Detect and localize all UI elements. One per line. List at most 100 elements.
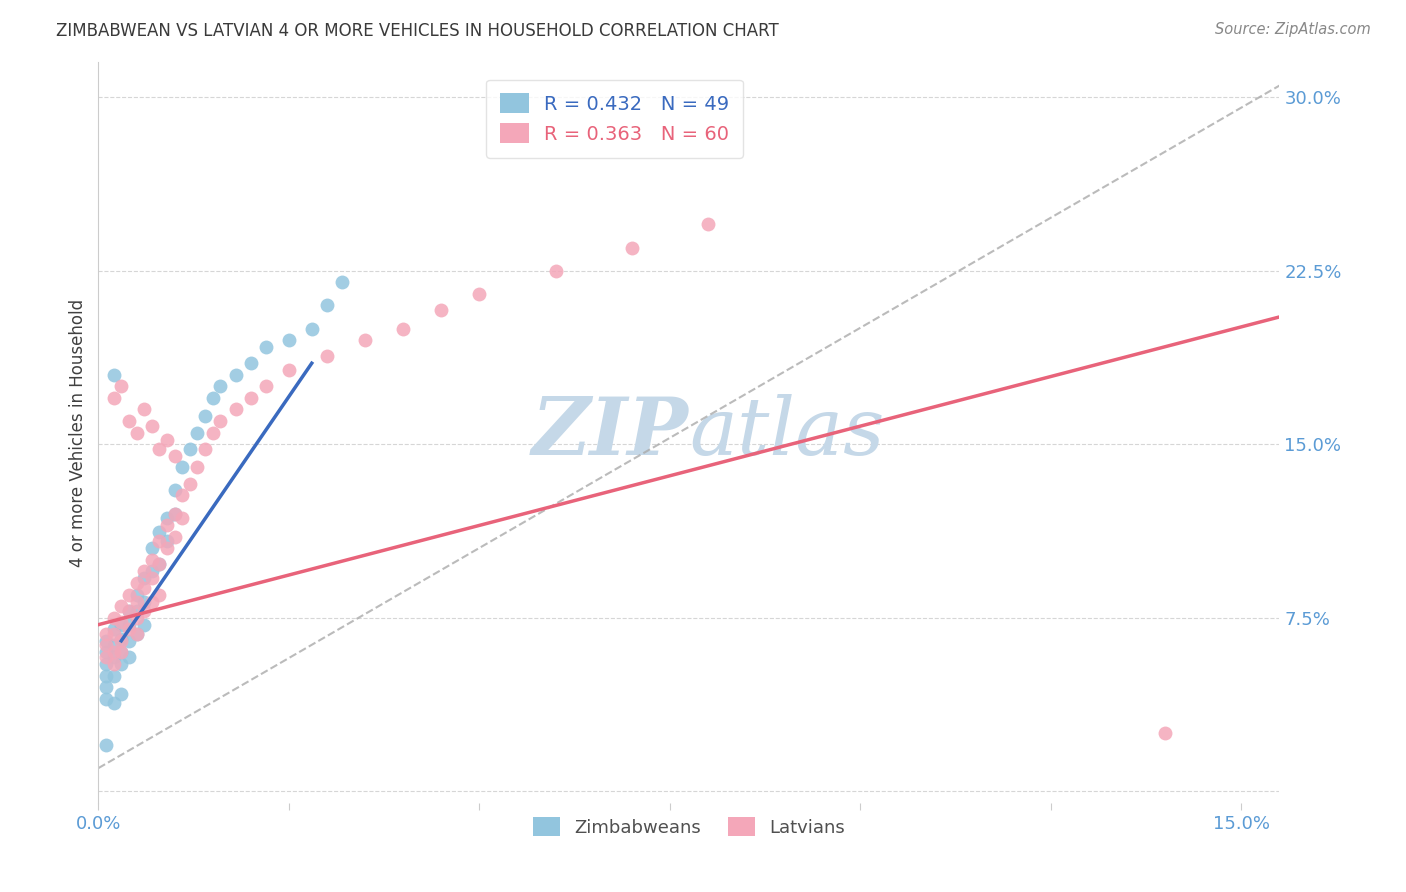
Point	[163, 507, 186, 521]
Point	[354, 333, 377, 347]
Legend: Zimbabweans, Latvians: Zimbabweans, Latvians	[523, 808, 855, 846]
Point	[156, 511, 179, 525]
Point	[544, 263, 567, 277]
Point	[148, 558, 170, 572]
Point	[330, 275, 353, 289]
Point	[134, 617, 156, 632]
Point	[118, 633, 141, 648]
Point	[163, 530, 186, 544]
Point	[118, 604, 141, 618]
Point	[134, 604, 156, 618]
Point	[134, 565, 156, 579]
Point	[163, 483, 186, 498]
Point	[118, 622, 141, 636]
Point	[186, 460, 208, 475]
Point	[316, 349, 339, 363]
Point	[103, 611, 125, 625]
Point	[156, 433, 179, 447]
Point	[156, 518, 179, 533]
Point	[94, 680, 117, 694]
Point	[254, 379, 277, 393]
Point	[118, 650, 141, 665]
Point	[94, 657, 117, 671]
Point	[194, 409, 217, 424]
Point	[134, 402, 156, 417]
Point	[301, 321, 323, 335]
Point	[225, 368, 247, 382]
Point	[172, 488, 194, 502]
Point	[148, 442, 170, 456]
Point	[125, 604, 148, 618]
Point	[179, 476, 201, 491]
Point	[125, 627, 148, 641]
Point	[110, 599, 132, 614]
Point	[118, 604, 141, 618]
Point	[134, 571, 156, 585]
Point	[316, 298, 339, 312]
Point	[103, 391, 125, 405]
Point	[468, 286, 491, 301]
Point	[103, 627, 125, 641]
Point	[125, 627, 148, 641]
Point	[209, 414, 232, 428]
Point	[94, 627, 117, 641]
Point	[430, 303, 453, 318]
Point	[1154, 726, 1177, 740]
Point	[125, 611, 148, 625]
Point	[110, 657, 132, 671]
Text: ZIMBABWEAN VS LATVIAN 4 OR MORE VEHICLES IN HOUSEHOLD CORRELATION CHART: ZIMBABWEAN VS LATVIAN 4 OR MORE VEHICLES…	[56, 22, 779, 40]
Point	[118, 617, 141, 632]
Point	[110, 632, 132, 646]
Point	[148, 525, 170, 540]
Point	[179, 442, 201, 456]
Point	[110, 617, 132, 632]
Point	[94, 691, 117, 706]
Point	[110, 379, 132, 393]
Point	[141, 553, 163, 567]
Point	[141, 594, 163, 608]
Point	[125, 594, 148, 608]
Point	[254, 340, 277, 354]
Point	[148, 558, 170, 572]
Point	[94, 633, 117, 648]
Point	[110, 645, 132, 659]
Point	[141, 565, 163, 579]
Point	[103, 668, 125, 682]
Point	[103, 650, 125, 665]
Point	[118, 414, 141, 428]
Point	[194, 442, 217, 456]
Point	[103, 696, 125, 710]
Text: Source: ZipAtlas.com: Source: ZipAtlas.com	[1215, 22, 1371, 37]
Point	[94, 668, 117, 682]
Point	[134, 581, 156, 595]
Point	[94, 650, 117, 665]
Point	[156, 541, 179, 556]
Point	[94, 639, 117, 653]
Point	[148, 534, 170, 549]
Point	[277, 363, 299, 377]
Point	[225, 402, 247, 417]
Point	[103, 657, 125, 671]
Point	[141, 418, 163, 433]
Point	[163, 449, 186, 463]
Point	[186, 425, 208, 440]
Point	[156, 534, 179, 549]
Point	[209, 379, 232, 393]
Point	[620, 240, 643, 255]
Point	[125, 425, 148, 440]
Point	[103, 639, 125, 653]
Point	[697, 218, 720, 232]
Point	[110, 615, 132, 630]
Point	[201, 391, 224, 405]
Point	[277, 333, 299, 347]
Point	[134, 594, 156, 608]
Point	[172, 460, 194, 475]
Point	[103, 645, 125, 659]
Point	[172, 511, 194, 525]
Point	[141, 571, 163, 585]
Point	[125, 588, 148, 602]
Text: ZIP: ZIP	[531, 394, 689, 471]
Y-axis label: 4 or more Vehicles in Household: 4 or more Vehicles in Household	[69, 299, 87, 566]
Point	[125, 576, 148, 591]
Text: atlas: atlas	[689, 394, 884, 471]
